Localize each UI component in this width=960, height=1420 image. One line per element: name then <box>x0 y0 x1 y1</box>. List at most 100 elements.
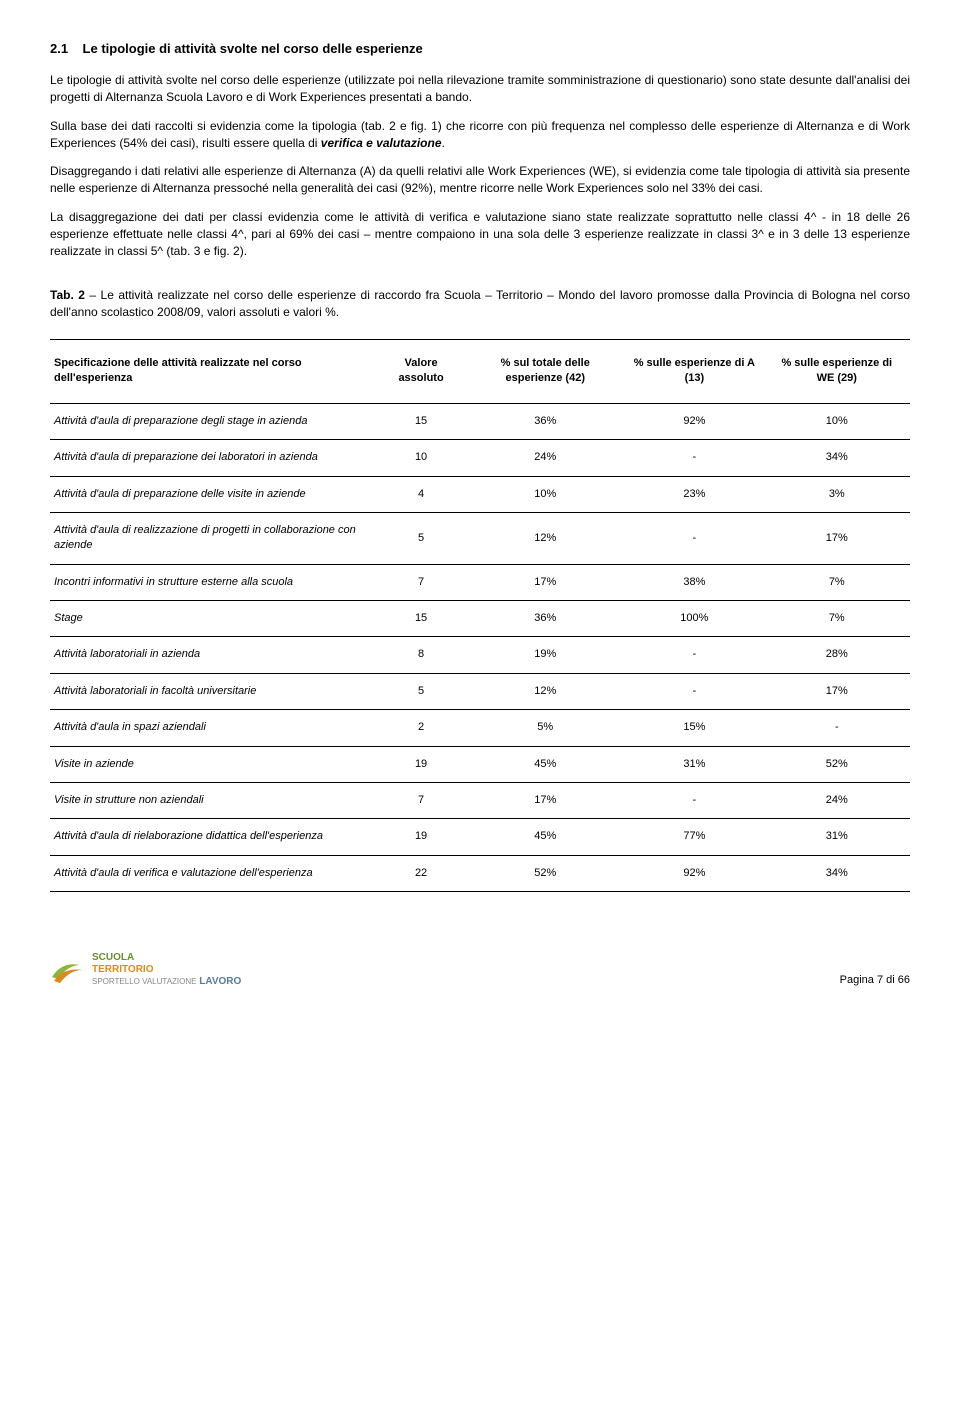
table-row: Attività d'aula di preparazione delle vi… <box>50 476 910 512</box>
table-row: Attività d'aula di realizzazione di prog… <box>50 512 910 564</box>
table-row: Visite in strutture non aziendali717%-24… <box>50 783 910 819</box>
cell-pct-tot: 17% <box>465 783 625 819</box>
cell-pct-we: 3% <box>764 476 910 512</box>
table-caption-text: – Le attività realizzate nel corso delle… <box>50 288 910 319</box>
cell-pct-a: 100% <box>625 601 763 637</box>
cell-pct-a: - <box>625 440 763 476</box>
section-heading: Le tipologie di attività svolte nel cors… <box>83 41 423 56</box>
cell-pct-we: - <box>764 710 910 746</box>
cell-pct-we: 7% <box>764 564 910 600</box>
logo-line3: LAVORO <box>199 976 241 987</box>
cell-pct-tot: 17% <box>465 564 625 600</box>
table-label: Tab. 2 <box>50 288 85 302</box>
th-spec: Specificazione delle attività realizzate… <box>50 339 377 403</box>
table-body: Attività d'aula di preparazione degli st… <box>50 403 910 891</box>
table-row: Attività d'aula di preparazione dei labo… <box>50 440 910 476</box>
cell-pct-we: 24% <box>764 783 910 819</box>
cell-pct-tot: 5% <box>465 710 625 746</box>
cell-pct-tot: 52% <box>465 855 625 891</box>
cell-val: 10 <box>377 440 466 476</box>
cell-val: 5 <box>377 512 466 564</box>
cell-val: 15 <box>377 601 466 637</box>
para2-emphasis: verifica e valutazione <box>321 136 442 150</box>
table-row: Attività d'aula in spazi aziendali25%15%… <box>50 710 910 746</box>
cell-val: 8 <box>377 637 466 673</box>
cell-spec: Attività d'aula in spazi aziendali <box>50 710 377 746</box>
table-row: Attività d'aula di verifica e valutazion… <box>50 855 910 891</box>
th-pct-totale: % sul totale delle esperienze (42) <box>465 339 625 403</box>
cell-pct-tot: 19% <box>465 637 625 673</box>
cell-pct-a: 77% <box>625 819 763 855</box>
cell-spec: Attività d'aula di preparazione degli st… <box>50 403 377 439</box>
cell-pct-a: 92% <box>625 855 763 891</box>
th-valore: Valore assoluto <box>377 339 466 403</box>
cell-spec: Stage <box>50 601 377 637</box>
table-header-row: Specificazione delle attività realizzate… <box>50 339 910 403</box>
table-row: Stage1536%100%7% <box>50 601 910 637</box>
cell-pct-a: - <box>625 673 763 709</box>
cell-pct-tot: 36% <box>465 403 625 439</box>
table-row: Attività laboratoriali in facoltà univer… <box>50 673 910 709</box>
paragraph-1: Le tipologie di attività svolte nel cors… <box>50 72 910 106</box>
cell-pct-we: 28% <box>764 637 910 673</box>
cell-pct-tot: 45% <box>465 746 625 782</box>
cell-spec: Attività laboratoriali in facoltà univer… <box>50 673 377 709</box>
cell-pct-a: - <box>625 783 763 819</box>
footer-logo: SCUOLA TERRITORIO SPORTELLO VALUTAZIONE … <box>50 952 241 988</box>
logo-tag: SPORTELLO VALUTAZIONE <box>92 977 196 986</box>
table-caption: Tab. 2 – Le attività realizzate nel cors… <box>50 287 910 321</box>
cell-pct-a: - <box>625 512 763 564</box>
cell-pct-we: 7% <box>764 601 910 637</box>
cell-val: 22 <box>377 855 466 891</box>
activities-table: Specificazione delle attività realizzate… <box>50 339 910 892</box>
cell-pct-tot: 12% <box>465 512 625 564</box>
cell-pct-tot: 10% <box>465 476 625 512</box>
cell-pct-a: 23% <box>625 476 763 512</box>
cell-spec: Attività laboratoriali in azienda <box>50 637 377 673</box>
cell-val: 15 <box>377 403 466 439</box>
cell-pct-a: 92% <box>625 403 763 439</box>
page-footer: SCUOLA TERRITORIO SPORTELLO VALUTAZIONE … <box>50 952 910 988</box>
para2-part-c: . <box>442 136 445 150</box>
cell-spec: Attività d'aula di rielaborazione didatt… <box>50 819 377 855</box>
para2-part-a: Sulla base dei dati raccolti si evidenzi… <box>50 119 910 150</box>
paragraph-2: Sulla base dei dati raccolti si evidenzi… <box>50 118 910 152</box>
cell-pct-we: 34% <box>764 440 910 476</box>
cell-val: 19 <box>377 819 466 855</box>
cell-pct-tot: 36% <box>465 601 625 637</box>
section-title: 2.1 Le tipologie di attività svolte nel … <box>50 40 910 58</box>
cell-spec: Attività d'aula di preparazione dei labo… <box>50 440 377 476</box>
cell-pct-we: 17% <box>764 512 910 564</box>
logo-text: SCUOLA TERRITORIO SPORTELLO VALUTAZIONE … <box>92 952 241 988</box>
cell-pct-we: 10% <box>764 403 910 439</box>
cell-val: 7 <box>377 783 466 819</box>
cell-pct-we: 31% <box>764 819 910 855</box>
cell-pct-a: 38% <box>625 564 763 600</box>
cell-pct-we: 52% <box>764 746 910 782</box>
cell-pct-we: 17% <box>764 673 910 709</box>
paragraph-3: Disaggregando i dati relativi alle esper… <box>50 163 910 197</box>
th-pct-we: % sulle esperienze di WE (29) <box>764 339 910 403</box>
cell-val: 4 <box>377 476 466 512</box>
cell-val: 2 <box>377 710 466 746</box>
cell-spec: Visite in strutture non aziendali <box>50 783 377 819</box>
cell-pct-a: 15% <box>625 710 763 746</box>
page-number: Pagina 7 di 66 <box>840 973 910 988</box>
logo-line1: SCUOLA <box>92 952 134 963</box>
th-pct-a: % sulle esperienze di A (13) <box>625 339 763 403</box>
cell-pct-tot: 24% <box>465 440 625 476</box>
logo-line2: TERRITORIO <box>92 964 153 975</box>
table-row: Attività laboratoriali in azienda819%-28… <box>50 637 910 673</box>
table-row: Attività d'aula di preparazione degli st… <box>50 403 910 439</box>
cell-pct-tot: 45% <box>465 819 625 855</box>
section-number: 2.1 <box>50 41 68 56</box>
cell-pct-a: 31% <box>625 746 763 782</box>
cell-spec: Visite in aziende <box>50 746 377 782</box>
cell-spec: Attività d'aula di verifica e valutazion… <box>50 855 377 891</box>
cell-pct-tot: 12% <box>465 673 625 709</box>
swoosh-icon <box>50 955 86 985</box>
paragraph-4: La disaggregazione dei dati per classi e… <box>50 209 910 259</box>
cell-pct-we: 34% <box>764 855 910 891</box>
table-row: Attività d'aula di rielaborazione didatt… <box>50 819 910 855</box>
table-row: Incontri informativi in strutture estern… <box>50 564 910 600</box>
